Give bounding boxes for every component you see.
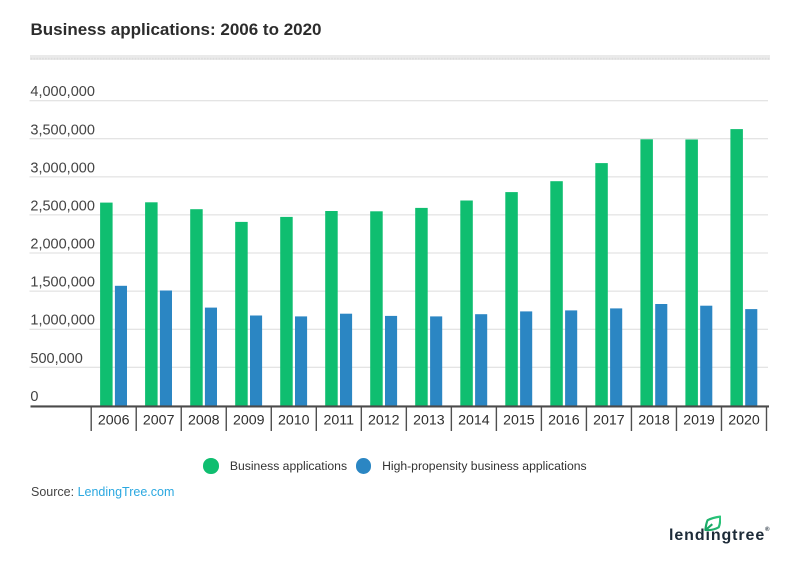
svg-text:0: 0 (30, 389, 38, 405)
svg-text:2010: 2010 (278, 412, 310, 428)
svg-text:2020: 2020 (728, 412, 760, 428)
svg-text:500,000: 500,000 (30, 351, 82, 367)
svg-text:2,000,000: 2,000,000 (30, 237, 95, 253)
svg-text:2017: 2017 (593, 412, 625, 428)
svg-text:2012: 2012 (368, 412, 400, 428)
svg-text:2016: 2016 (548, 412, 580, 428)
svg-text:1,500,000: 1,500,000 (30, 275, 95, 291)
svg-text:2007: 2007 (143, 412, 175, 428)
svg-text:2011: 2011 (324, 412, 355, 428)
svg-text:2008: 2008 (188, 412, 220, 428)
svg-text:1,000,000: 1,000,000 (30, 313, 95, 329)
svg-text:3,000,000: 3,000,000 (30, 160, 95, 176)
svg-text:2014: 2014 (458, 412, 490, 428)
svg-text:2015: 2015 (503, 412, 535, 428)
svg-text:4,000,000: 4,000,000 (30, 84, 95, 100)
svg-text:2,500,000: 2,500,000 (30, 198, 95, 214)
svg-text:3,500,000: 3,500,000 (30, 122, 95, 138)
svg-text:2018: 2018 (638, 412, 670, 428)
svg-text:2006: 2006 (98, 412, 130, 428)
svg-text:2009: 2009 (233, 412, 265, 428)
svg-text:2019: 2019 (683, 412, 715, 428)
svg-text:2013: 2013 (413, 412, 445, 428)
